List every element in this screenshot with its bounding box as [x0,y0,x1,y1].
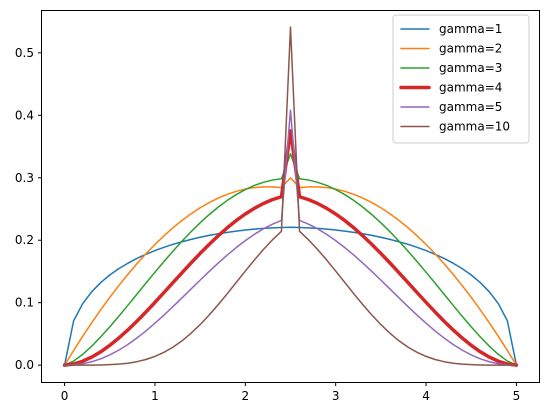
y-tick-label: 0.2 [15,233,34,247]
legend-label-4: gamma=5 [439,100,502,114]
y-tick-label: 0.1 [15,296,34,310]
legend-label-5: gamma=10 [439,120,510,134]
legend-label-0: gamma=1 [439,22,502,36]
x-tick-label: 1 [151,389,159,403]
legend-label-1: gamma=2 [439,42,502,56]
y-axis: 0.0 0.1 0.2 0.3 0.4 0.5 [15,46,42,372]
legend: gamma=1 gamma=2 gamma=3 gamma=4 gamma=5 gamma… [392,14,530,144]
series-line-0 [63,226,518,366]
x-tick-label: 2 [241,389,249,403]
legend-label-3: gamma=4 [439,81,502,95]
series-line-1 [63,177,518,366]
x-tick-label: 3 [332,389,340,403]
y-tick-label: 0.3 [15,171,34,185]
x-tick-label: 4 [422,389,430,403]
legend-box [392,14,530,144]
series-line-3 [62,129,519,367]
series-layer [62,26,519,367]
x-axis: 0 1 2 3 4 5 [61,382,520,403]
y-tick-label: 0.4 [15,108,34,122]
x-tick-label: 0 [61,389,69,403]
series-line-5 [63,26,518,366]
y-tick-label: 0.5 [15,46,34,60]
x-tick-label: 5 [513,389,521,403]
y-tick-label: 0.0 [15,358,34,372]
plot-frame [41,10,540,383]
series-line-4 [63,109,518,366]
series-line-2 [63,153,518,366]
legend-label-2: gamma=3 [439,61,502,75]
